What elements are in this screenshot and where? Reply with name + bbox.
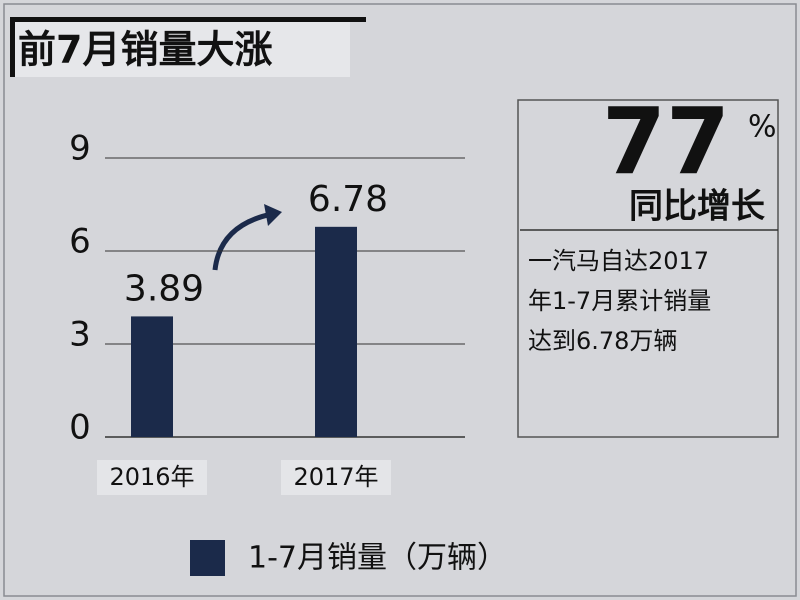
callout-line: 一汽马自达2017 bbox=[528, 247, 709, 275]
x-tick-bg bbox=[97, 460, 207, 495]
y-tick-label: 0 bbox=[69, 408, 91, 448]
frame bbox=[3, 3, 797, 597]
x-tick-label: 2016年 bbox=[109, 463, 194, 491]
title-bar bbox=[10, 17, 366, 22]
title-side-bar bbox=[10, 17, 15, 77]
y-tick-label: 6 bbox=[69, 222, 91, 262]
callout-caption: 同比增长 bbox=[629, 187, 765, 227]
callout-number: 77 bbox=[602, 88, 730, 195]
callout-unit: % bbox=[748, 110, 777, 145]
arrow-head bbox=[264, 204, 282, 226]
callout-line: 年1-7月累计销量 bbox=[528, 287, 711, 315]
y-tick-label: 3 bbox=[69, 315, 91, 355]
legend-label: 1-7月销量（万辆） bbox=[248, 541, 507, 576]
bar bbox=[315, 226, 357, 437]
callout-box bbox=[517, 99, 779, 438]
legend-swatch bbox=[190, 540, 225, 576]
value-label: 6.78 bbox=[308, 179, 388, 220]
arrow bbox=[212, 211, 273, 271]
y-tick-label: 9 bbox=[69, 129, 91, 169]
x-tick-label: 2017年 bbox=[293, 463, 378, 491]
bar bbox=[131, 316, 173, 437]
title-bg bbox=[15, 22, 350, 77]
callout-line: 达到6.78万辆 bbox=[528, 327, 677, 355]
value-label: 3.89 bbox=[124, 268, 204, 309]
x-tick-bg bbox=[281, 460, 391, 495]
chart-title: 前7月销量大涨 bbox=[18, 28, 272, 72]
